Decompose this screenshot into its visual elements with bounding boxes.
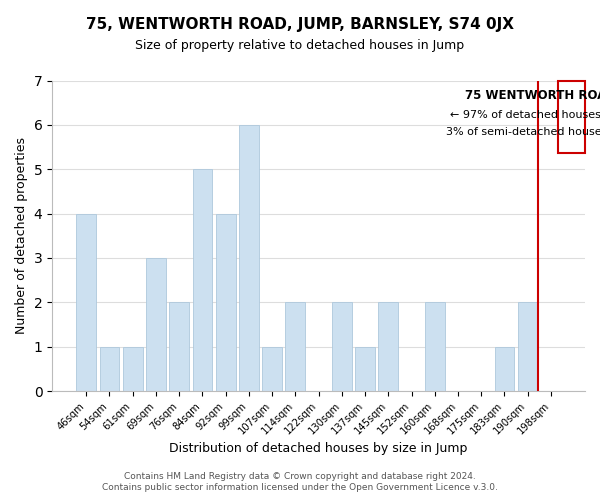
Bar — [262, 346, 282, 391]
Bar — [146, 258, 166, 391]
Text: Size of property relative to detached houses in Jump: Size of property relative to detached ho… — [136, 39, 464, 52]
Text: Contains public sector information licensed under the Open Government Licence v.: Contains public sector information licen… — [102, 483, 498, 492]
Bar — [379, 302, 398, 391]
Bar — [355, 346, 375, 391]
Bar — [518, 302, 538, 391]
Bar — [123, 346, 143, 391]
X-axis label: Distribution of detached houses by size in Jump: Distribution of detached houses by size … — [169, 442, 468, 455]
Text: 3% of semi-detached houses are larger (1) →: 3% of semi-detached houses are larger (1… — [446, 127, 600, 137]
Y-axis label: Number of detached properties: Number of detached properties — [15, 138, 28, 334]
Bar — [193, 169, 212, 391]
Bar — [76, 214, 96, 391]
Bar — [239, 125, 259, 391]
Text: Contains HM Land Registry data © Crown copyright and database right 2024.: Contains HM Land Registry data © Crown c… — [124, 472, 476, 481]
Bar — [169, 302, 189, 391]
Bar — [100, 346, 119, 391]
Bar — [425, 302, 445, 391]
Bar — [286, 302, 305, 391]
Bar — [216, 214, 236, 391]
Text: ← 97% of detached houses are smaller (38): ← 97% of detached houses are smaller (38… — [449, 110, 600, 120]
Text: 75, WENTWORTH ROAD, JUMP, BARNSLEY, S74 0JX: 75, WENTWORTH ROAD, JUMP, BARNSLEY, S74 … — [86, 18, 514, 32]
Text: 75 WENTWORTH ROAD: 194sqm: 75 WENTWORTH ROAD: 194sqm — [465, 90, 600, 102]
Bar — [494, 346, 514, 391]
Bar — [332, 302, 352, 391]
